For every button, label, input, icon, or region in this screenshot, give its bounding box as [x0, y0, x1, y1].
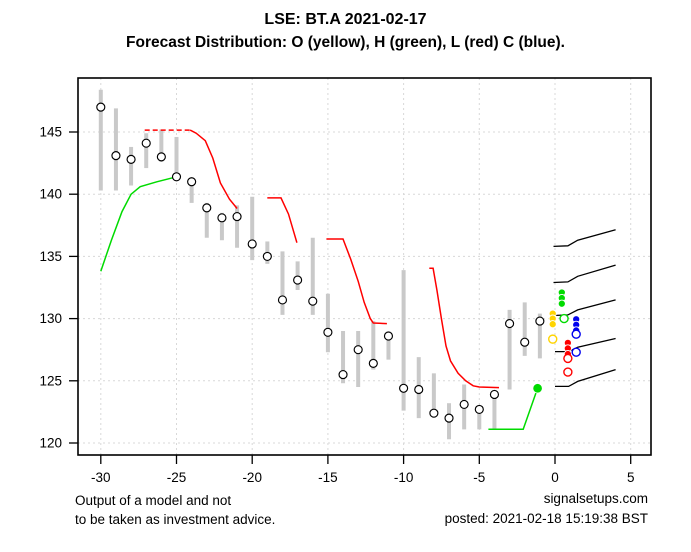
forecast-dots: [532, 288, 581, 394]
posted-timestamp: posted: 2021-02-18 15:19:38 BST: [444, 510, 648, 526]
disclaimer-line-2: to be taken as investment advice.: [75, 512, 276, 527]
disclaimer: Output of a model and not to be taken as…: [75, 491, 275, 529]
close-circles: [96, 102, 545, 423]
y-tick-label: 130: [39, 311, 62, 326]
red-history-2: [267, 197, 298, 243]
x-tick-label: -5: [473, 470, 485, 485]
forecast-line-3: [553, 299, 616, 317]
forecast-line-2: [553, 264, 616, 284]
y-tick-label: 125: [39, 373, 62, 388]
green-history-1: [100, 176, 177, 272]
x-tick-label: -30: [91, 470, 111, 485]
green-history-2: [488, 388, 539, 431]
y-axis: 120 125 130 135 140 145: [39, 125, 78, 451]
site-name: signalsetups.com: [543, 491, 648, 506]
x-tick-label: -20: [242, 470, 262, 485]
credits: signalsetups.com posted: 2021-02-18 15:1…: [445, 489, 648, 528]
chart-title: LSE: BT.A 2021-02-17: [264, 11, 427, 28]
x-tick-label: -15: [318, 470, 338, 485]
red-history-4: [429, 267, 500, 389]
y-tick-label: 140: [39, 187, 62, 202]
chart-subtitle: Forecast Distribution: O (yellow), H (gr…: [126, 34, 565, 51]
disclaimer-line-1: Output of a model and not: [75, 493, 232, 508]
forecast-line-5: [555, 368, 616, 388]
x-tick-label: 0: [551, 470, 559, 485]
x-tick-label: -10: [394, 470, 414, 485]
red-history-1-drop: [189, 129, 238, 209]
y-tick-label: 135: [39, 249, 62, 264]
y-tick-label: 120: [39, 436, 62, 451]
candle-bars: [98, 89, 542, 440]
x-tick-label: -25: [167, 470, 187, 485]
red-history-3: [326, 238, 387, 325]
x-tick-label: 5: [627, 470, 635, 485]
grid-lines: [78, 78, 651, 455]
y-tick-label: 145: [39, 125, 62, 140]
forecast-line-1: [553, 229, 616, 248]
x-axis: -30 -25 -20 -15 -10 -5 0 5: [91, 455, 634, 485]
plot-box: [77, 77, 652, 456]
